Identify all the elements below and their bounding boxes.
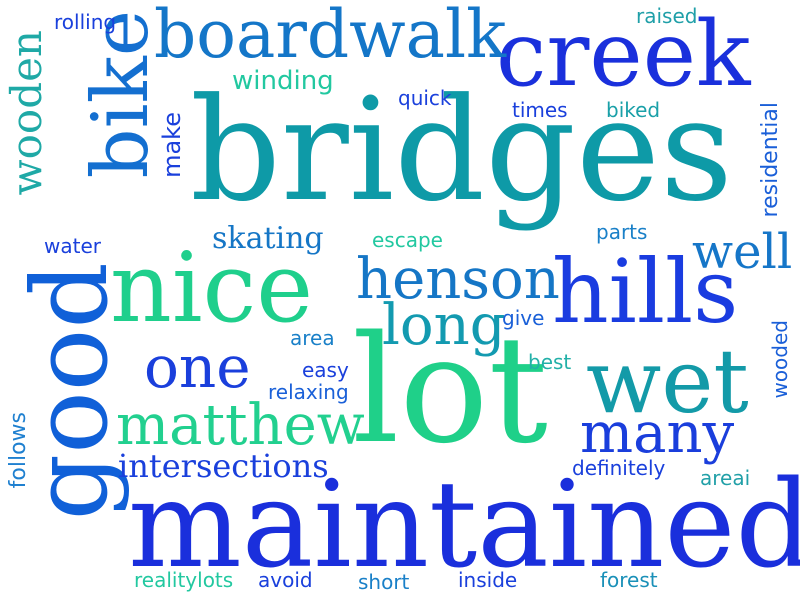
- word-wet: wet: [586, 330, 749, 433]
- word-bike: bike: [76, 10, 166, 179]
- word-hills: hills: [552, 240, 739, 343]
- word-give: give: [502, 306, 545, 330]
- word-raised: raised: [636, 4, 698, 28]
- word-bridges: bridges: [190, 68, 733, 233]
- word-maintained: maintained: [128, 456, 800, 595]
- word-quick: quick: [398, 86, 452, 110]
- word-rolling: rolling: [54, 10, 117, 34]
- word-forest: forest: [600, 568, 658, 592]
- word-creek: creek: [496, 2, 751, 107]
- word-one: one: [144, 333, 251, 401]
- word-short: short: [358, 570, 410, 594]
- word-realitylots: realitylots: [134, 568, 234, 592]
- word-times: times: [512, 98, 568, 122]
- word-well: well: [692, 224, 793, 280]
- word-escape: escape: [372, 228, 443, 252]
- word-water: water: [44, 234, 101, 258]
- word-winding: winding: [232, 66, 334, 96]
- word-areai: areai: [700, 466, 751, 490]
- word-area: area: [290, 326, 335, 350]
- word-intersections: intersections: [118, 447, 329, 485]
- word-henson: henson: [356, 247, 560, 312]
- word-parts: parts: [596, 220, 648, 244]
- word-easy: easy: [302, 358, 349, 382]
- word-lot: lot: [352, 304, 548, 476]
- word-skating: skating: [212, 221, 324, 256]
- word-relaxing: relaxing: [268, 380, 349, 404]
- word-matthew: matthew: [116, 393, 365, 458]
- word-follows: follows: [6, 412, 31, 489]
- word-avoid: avoid: [258, 568, 313, 592]
- word-definitely: definitely: [572, 456, 666, 480]
- word-inside: inside: [458, 568, 518, 592]
- word-best: best: [528, 350, 572, 374]
- word-residential: residential: [758, 102, 783, 218]
- word-many: many: [580, 401, 735, 466]
- word-biked: biked: [606, 98, 661, 122]
- word-good: good: [9, 262, 131, 521]
- word-make: make: [158, 112, 186, 178]
- word-wooden: wooden: [2, 30, 51, 196]
- word-nice: nice: [110, 232, 314, 344]
- word-wooded: wooded: [768, 320, 792, 399]
- word-long: long: [382, 293, 506, 358]
- word-boardwalk: boardwalk: [154, 0, 507, 73]
